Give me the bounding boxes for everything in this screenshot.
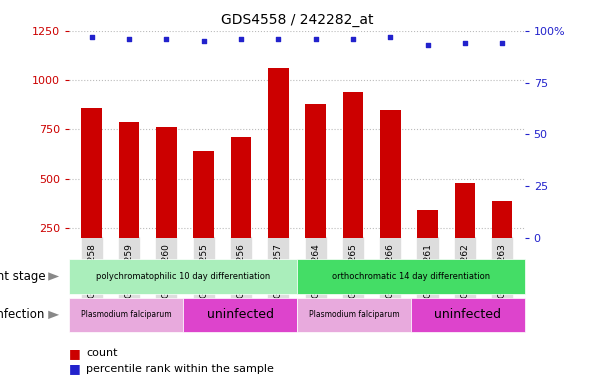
Text: orthochromatic 14 day differentiation: orthochromatic 14 day differentiation <box>332 272 490 281</box>
Text: development stage: development stage <box>0 270 45 283</box>
Point <box>236 36 246 42</box>
Text: ■: ■ <box>69 347 81 360</box>
Point <box>385 34 395 40</box>
Point <box>423 42 432 48</box>
Point <box>162 36 171 42</box>
Text: infection: infection <box>0 308 45 321</box>
Bar <box>268 68 289 278</box>
Bar <box>343 92 363 278</box>
Text: uninfected: uninfected <box>207 308 274 321</box>
Point <box>87 34 96 40</box>
Bar <box>305 104 326 278</box>
Bar <box>119 122 139 278</box>
Text: Plasmodium falciparum: Plasmodium falciparum <box>81 310 172 319</box>
Point <box>348 36 358 42</box>
Point <box>199 38 209 44</box>
Text: Plasmodium falciparum: Plasmodium falciparum <box>309 310 399 319</box>
Title: GDS4558 / 242282_at: GDS4558 / 242282_at <box>221 13 373 27</box>
Point <box>311 36 320 42</box>
Bar <box>492 200 513 278</box>
Point <box>460 40 470 46</box>
Bar <box>417 210 438 278</box>
Point <box>124 36 134 42</box>
Bar <box>380 110 400 278</box>
Bar <box>231 137 251 278</box>
Bar <box>81 108 102 278</box>
Bar <box>194 151 214 278</box>
Point <box>274 36 283 42</box>
Point <box>497 40 507 46</box>
Text: percentile rank within the sample: percentile rank within the sample <box>86 364 274 374</box>
Bar <box>156 127 177 278</box>
Bar <box>455 183 475 278</box>
Text: polychromatophilic 10 day differentiation: polychromatophilic 10 day differentiatio… <box>96 272 270 281</box>
Text: uninfected: uninfected <box>434 308 501 321</box>
Text: ■: ■ <box>69 362 81 375</box>
Text: count: count <box>86 348 118 358</box>
